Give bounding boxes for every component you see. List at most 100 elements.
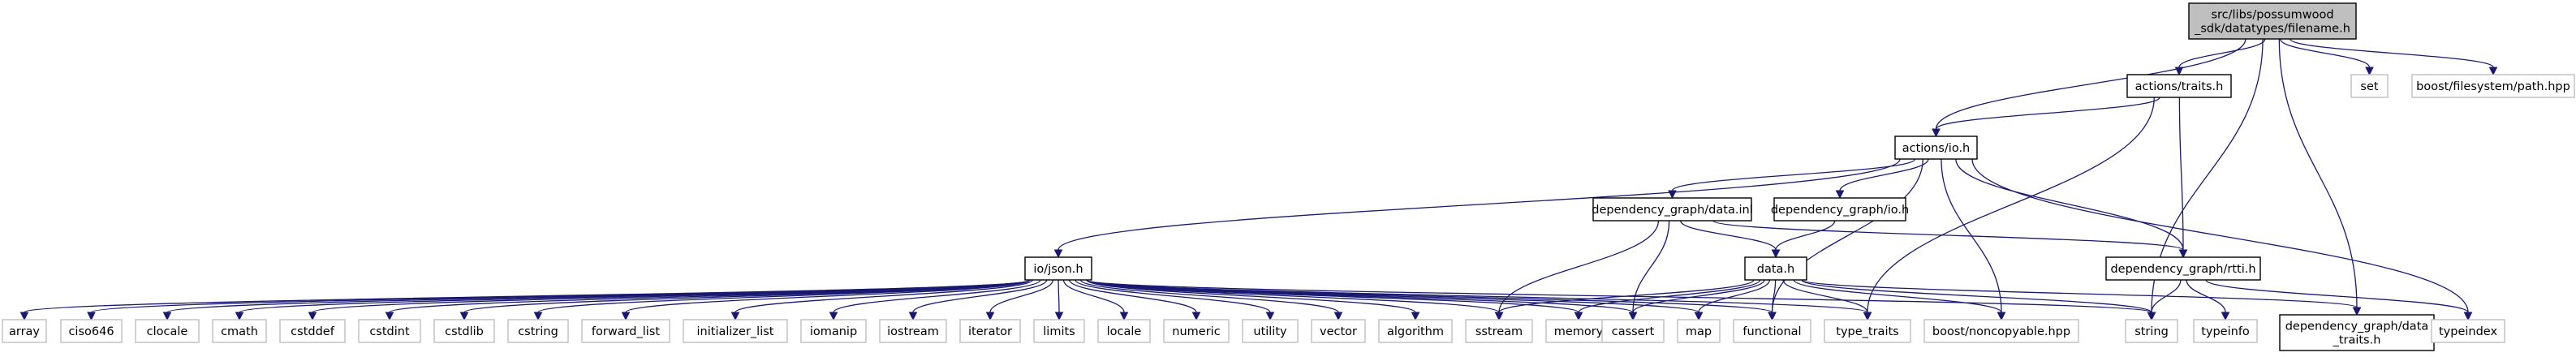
node-label: cstdlib [445,325,484,338]
node-label: src/libs/possumwood [2211,9,2333,22]
edges-layer [19,38,2498,321]
node-boostpath: boost/filesystem/path.hpp [2411,74,2575,98]
edge-json-to-locale [1062,279,1125,313]
node-box [2350,74,2389,98]
edge-datah-to-noncopyable [1793,279,2002,313]
node-data-traits[interactable]: dependency_graph/data_traits.h [2279,314,2435,351]
node-box [1744,256,1807,281]
edge-rtti-to-typeindex [2205,279,2469,313]
edge-datainl-to-rtti [1712,220,2184,251]
node-dgio[interactable]: dependency_graph/io.h [1771,197,1909,222]
edge-io-to-json [1058,158,1901,251]
edge-arrowhead [533,312,543,321]
node-limits: limits [1033,319,1085,343]
node-box [2125,319,2178,343]
node-functional: functional [1733,319,1811,343]
node-box [1601,319,1665,343]
node-label: io/json.h [1033,263,1083,276]
node-set: set [2350,74,2389,98]
node-traits[interactable]: actions/traits.h [2126,74,2232,98]
node-label: data.h [1757,263,1794,276]
node-label: cstring [518,325,558,338]
edge-datainl-to-datah [1680,220,1777,251]
node-box [1163,319,1230,343]
edge-io-to-typeindex [1971,158,2469,313]
edge-arrowhead [235,312,244,321]
edge-json-to-algorithm [1086,279,1416,313]
node-io[interactable]: actions/io.h [1894,135,1978,160]
node-box [1592,197,1752,222]
edge-filename-to-io [1935,38,2246,130]
node-json[interactable]: io/json.h [1024,256,1092,281]
node-utility: utility [1242,319,1299,343]
node-box [2126,74,2232,98]
edge-json-to-vector [1079,279,1339,313]
node-cmath: cmath [212,319,267,343]
node-vector: vector [1311,319,1366,343]
node-label: boost/noncopyable.hpp [1932,325,2070,338]
node-clocale: clocale [135,319,200,343]
node-box [1465,319,1533,343]
node-box [581,319,670,343]
edge-json-to-forward_list [625,279,1031,313]
node-label: _traits.h [2333,334,2381,347]
edge-datah-to-data_traits [1801,279,2358,308]
node-box [1923,319,2079,343]
node-label: clocale [147,325,188,338]
node-label: boost/filesystem/path.hpp [2416,80,2570,93]
node-box [212,319,267,343]
edge-arrowhead [1694,312,1704,321]
node-box [2,319,47,343]
node-box [1097,319,1151,343]
node-box [2105,256,2261,281]
edge-datah-to-map [1698,279,1771,313]
node-typeinfo: typeinfo [2193,319,2258,343]
node-label: dependency_graph/io.h [1771,204,1909,217]
node-box [1242,319,1299,343]
node-label: sstream [1475,325,1523,338]
edge-arrowhead [2147,312,2156,321]
edge-arrowhead [2178,249,2188,259]
node-label: cmath [221,325,258,338]
edge-json-to-iomanip [833,279,1041,313]
edge-arrowhead [621,312,631,321]
node-box [135,319,200,343]
node-noncopyable: boost/noncopyable.hpp [1923,319,2079,343]
edge-traits-to-rtti [2178,97,2184,251]
node-box [1311,319,1366,343]
edge-arrowhead [730,312,740,321]
node-cstdint: cstdint [358,319,421,343]
node-box [1378,319,1453,343]
edge-json-to-cstring [537,279,1031,313]
edge-json-to-initializer_list [734,279,1033,313]
node-box [1824,319,1911,343]
edge-datah-to-cassert [1632,279,1765,313]
node-algorithm: algorithm [1378,319,1453,343]
edge-arrowhead [87,312,96,321]
node-label: set [2360,80,2378,93]
node-label: type_traits [1836,325,1898,338]
edge-arrowhead [1411,312,1420,321]
node-array: array [2,319,47,343]
node-label: dependency_graph/data.inl [1592,204,1752,217]
node-datah[interactable]: data.h [1744,256,1807,281]
edge-arrowhead [1628,312,1638,321]
node-label: dependency_graph/rtti.h [2110,263,2255,276]
edge-arrowhead [1997,312,2006,321]
node-datainl[interactable]: dependency_graph/data.inl [1592,197,1753,222]
edge-datah-to-type_traits [1782,279,1868,313]
node-rtti[interactable]: dependency_graph/rtti.h [2105,256,2261,281]
node-box [2411,74,2575,98]
node-filename[interactable]: src/libs/possumwood_sdk/datatypes/filena… [2188,2,2357,40]
edge-datah-to-functional [1771,279,1777,313]
node-label: actions/io.h [1902,142,1971,155]
edge-json-to-limits [1058,279,1060,313]
node-label: algorithm [1387,325,1444,338]
node-box [1545,319,1612,343]
node-label: cstddef [291,325,335,338]
node-label: forward_list [592,325,660,338]
node-label: iterator [968,325,1012,338]
node-label: numeric [1172,325,1220,338]
edge-arrowhead [1771,249,1781,259]
edge-arrowhead [385,312,394,321]
